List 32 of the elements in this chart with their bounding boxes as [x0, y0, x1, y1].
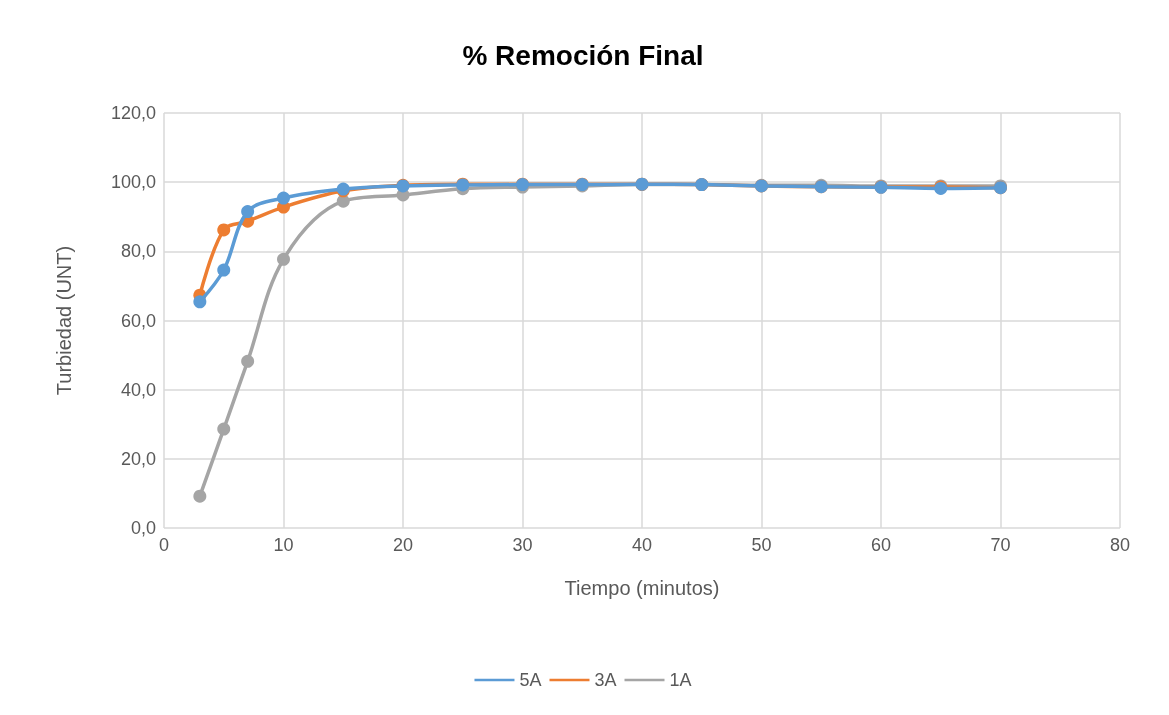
chart-title: % Remoción Final — [462, 39, 704, 71]
y-tick-label: 80,0 — [120, 241, 156, 262]
y-tick-label: 100,0 — [110, 172, 156, 193]
point — [193, 295, 207, 309]
legend-label: 3A — [594, 670, 617, 690]
x-tick-label: 30 — [512, 535, 533, 555]
y-tick-label: 20,0 — [120, 448, 156, 469]
x-tick-label: 80 — [1109, 535, 1131, 555]
point — [217, 263, 231, 277]
point — [193, 489, 207, 503]
x-tick-label: 60 — [870, 535, 892, 555]
legend-label: 5A — [519, 670, 542, 690]
y-tick-label: 120,0 — [110, 103, 156, 123]
x-tick-label: 10 — [273, 535, 294, 555]
y-tick-label: 60,0 — [120, 310, 156, 331]
x-tick-label: 50 — [751, 535, 772, 555]
point — [336, 194, 350, 208]
x-tick-label: 70 — [990, 535, 1011, 555]
y-axis-title: Turbiedad (UNT) — [53, 245, 75, 396]
point — [217, 422, 231, 436]
x-axis-title: Tiempo (minutos) — [564, 577, 720, 599]
legend-label: 1A — [669, 670, 692, 690]
point — [277, 191, 290, 205]
x-tick-label: 0 — [158, 535, 170, 555]
x-tick-label: 20 — [392, 535, 414, 555]
y-tick-label: 40,0 — [120, 379, 156, 400]
x-tick-label: 40 — [631, 535, 653, 555]
point — [241, 354, 255, 368]
y-tick-label: 0,0 — [130, 518, 156, 538]
point — [241, 205, 255, 219]
point — [277, 252, 290, 266]
point — [217, 223, 231, 237]
